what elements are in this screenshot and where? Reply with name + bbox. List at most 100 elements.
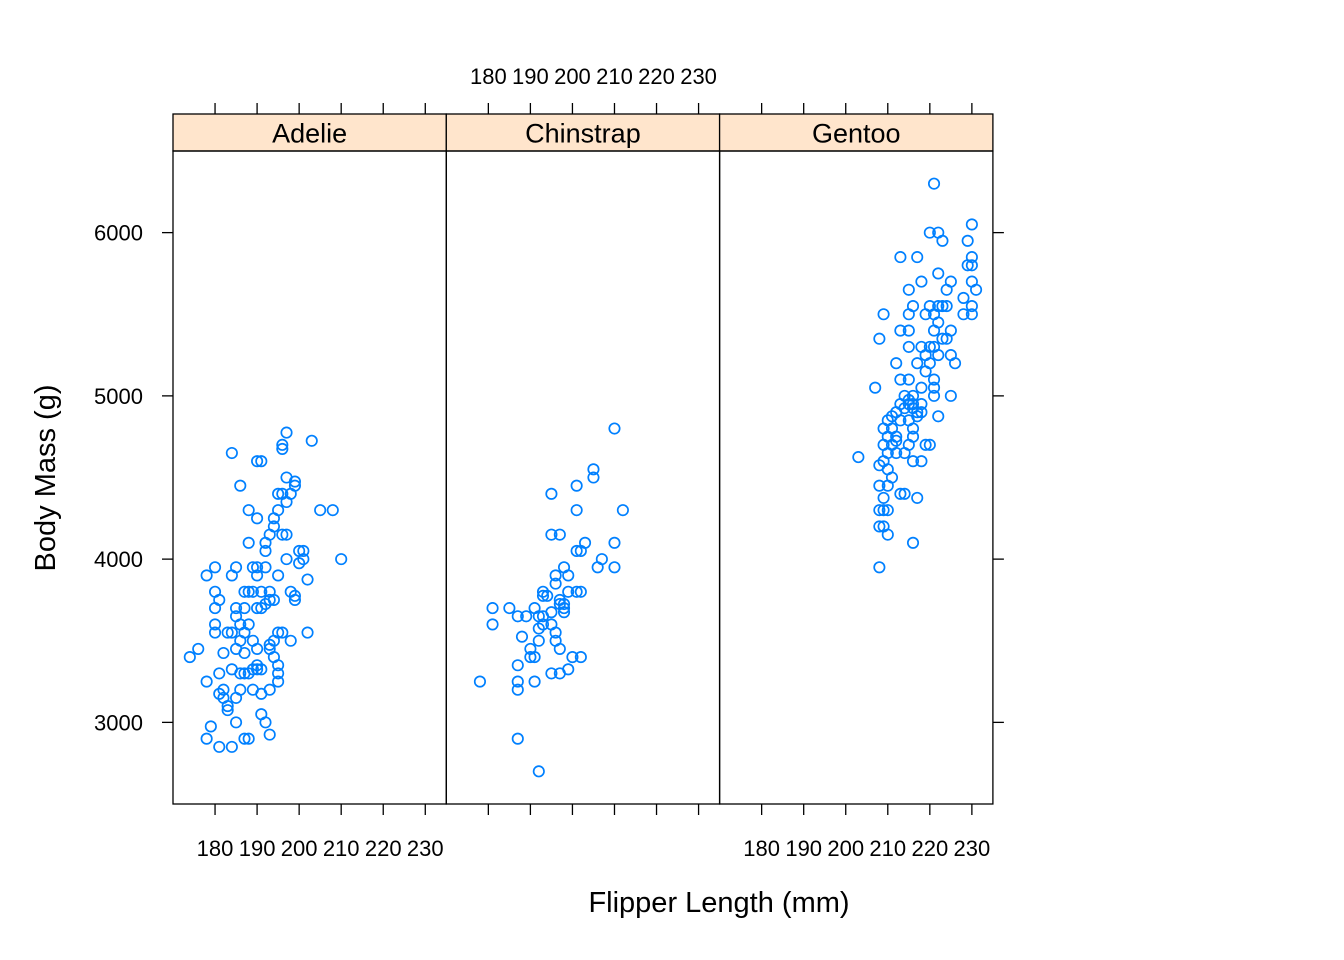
x-tick-label-top: 190: [512, 64, 549, 89]
data-point-gentoo: [932, 267, 945, 280]
data-point-chinstrap: [587, 471, 600, 484]
data-point-adelie: [288, 593, 301, 606]
x-tick-label-bottom: 190: [239, 836, 276, 861]
data-point-gentoo: [923, 438, 936, 451]
strip-label-adelie: Adelie: [272, 119, 347, 149]
data-point-gentoo: [869, 381, 882, 394]
data-point-adelie: [263, 683, 276, 696]
data-point-chinstrap: [536, 585, 550, 598]
data-point-adelie: [288, 479, 301, 492]
data-point-adelie: [217, 683, 230, 696]
data-point-gentoo: [936, 300, 949, 313]
data-point-gentoo: [944, 389, 957, 402]
data-point-adelie: [192, 642, 205, 655]
data-point-adelie: [272, 626, 285, 639]
data-point-gentoo: [927, 381, 941, 394]
data-point-adelie: [251, 455, 264, 468]
data-point-adelie: [242, 732, 255, 745]
data-point-chinstrap: [553, 528, 566, 541]
y-tick-label: 6000: [94, 221, 143, 246]
data-point-adelie: [221, 626, 234, 639]
strip-label-chinstrap: Chinstrap: [525, 119, 641, 149]
data-point-adelie: [272, 667, 285, 680]
data-point-chinstrap: [570, 585, 583, 598]
y-tick-label: 3000: [94, 710, 143, 735]
data-point-adelie: [183, 651, 196, 664]
x-tick-label-bottom: 220: [365, 836, 402, 861]
data-point-gentoo: [852, 451, 865, 464]
data-point-chinstrap: [528, 675, 541, 688]
data-point-gentoo: [911, 357, 924, 370]
data-point-chinstrap: [579, 536, 592, 549]
x-tick-label-bottom: 230: [954, 836, 991, 861]
data-point-gentoo: [877, 308, 890, 321]
data-point-adelie: [204, 720, 217, 733]
data-point-chinstrap: [503, 602, 516, 615]
data-point-adelie: [238, 585, 251, 598]
data-point-adelie: [200, 732, 213, 745]
data-point-gentoo: [906, 389, 920, 402]
data-point-chinstrap: [595, 553, 608, 566]
data-point-chinstrap: [587, 463, 600, 476]
data-point-chinstrap: [608, 561, 621, 574]
data-point-gentoo: [919, 438, 932, 451]
data-point-gentoo: [873, 479, 886, 492]
data-point-gentoo: [902, 324, 915, 337]
data-point-chinstrap: [557, 597, 571, 611]
data-point-gentoo: [936, 234, 949, 247]
data-point-gentoo: [932, 300, 945, 313]
data-point-adelie: [272, 569, 285, 582]
data-point-adelie: [251, 561, 264, 574]
points-group: [183, 177, 983, 778]
data-point-gentoo: [906, 422, 920, 435]
x-tick-label-bottom: 210: [869, 836, 906, 861]
x-tick-label-bottom: 230: [407, 836, 444, 861]
data-point-chinstrap: [557, 602, 571, 615]
data-point-chinstrap: [545, 667, 558, 680]
data-point-adelie: [259, 544, 272, 558]
data-point-gentoo: [881, 528, 894, 541]
data-point-chinstrap: [511, 659, 524, 672]
data-point-adelie: [213, 740, 226, 753]
data-point-gentoo: [949, 357, 962, 370]
data-point-adelie: [280, 528, 293, 541]
strip-label-gentoo: Gentoo: [812, 119, 901, 149]
data-point-chinstrap: [536, 618, 550, 631]
data-point-adelie: [242, 504, 255, 517]
data-point-gentoo: [915, 455, 928, 468]
data-point-gentoo: [894, 251, 907, 264]
data-point-chinstrap: [608, 536, 621, 549]
data-point-gentoo: [890, 434, 903, 447]
data-point-adelie: [335, 553, 348, 566]
data-point-adelie: [251, 663, 264, 676]
panels-group: Adelie Chinstrap Gentoo: [172, 113, 994, 805]
strip-adelie: [172, 113, 447, 152]
data-point-gentoo: [881, 504, 894, 517]
panel-gentoo: [718, 150, 994, 805]
data-point-chinstrap: [511, 732, 524, 745]
x-tick-label-bottom: 180: [197, 836, 234, 861]
data-point-gentoo: [932, 410, 945, 423]
data-point-adelie: [208, 618, 222, 631]
data-point-adelie: [251, 642, 264, 655]
data-point-chinstrap: [545, 528, 558, 541]
data-point-adelie: [200, 675, 213, 688]
data-point-adelie: [259, 716, 272, 729]
data-point-chinstrap: [570, 544, 583, 558]
data-point-chinstrap: [549, 626, 562, 639]
x-tick-label-bottom: 200: [827, 836, 864, 861]
data-point-gentoo: [932, 316, 945, 329]
data-point-chinstrap: [616, 504, 629, 517]
data-point-chinstrap: [557, 606, 571, 619]
data-point-chinstrap: [562, 585, 575, 598]
data-point-adelie: [288, 589, 301, 602]
data-point-gentoo: [915, 275, 928, 288]
data-point-adelie: [221, 699, 234, 713]
data-point-adelie: [326, 504, 339, 517]
data-point-chinstrap: [574, 651, 587, 664]
data-point-chinstrap: [566, 651, 579, 664]
data-point-adelie: [251, 569, 264, 582]
data-point-gentoo: [877, 491, 890, 504]
data-point-adelie: [242, 536, 255, 549]
